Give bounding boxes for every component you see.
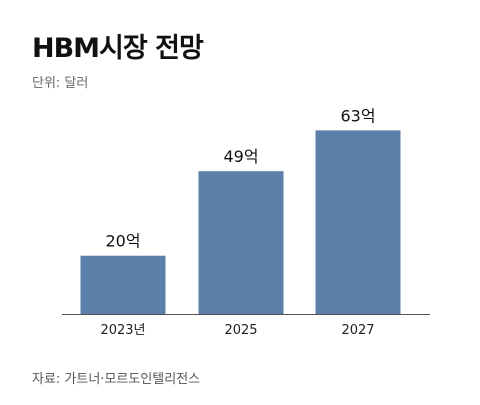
labels-layer: 20억 2023년 49억 2025 63억 2027 bbox=[100, 106, 375, 338]
chart-title: HBM시장 전망 bbox=[32, 33, 204, 64]
x-tick-label-2: 2027 bbox=[341, 323, 374, 338]
bar-2 bbox=[315, 130, 401, 314]
unit-label: 단위: 달러 bbox=[32, 76, 89, 91]
source-note: 자료: 가트너·모르도인텔리전스 bbox=[32, 372, 201, 387]
bar-value-label-0: 20억 bbox=[105, 232, 140, 251]
bar-value-label-2: 63억 bbox=[340, 106, 375, 125]
bar-1 bbox=[198, 171, 284, 314]
bar-value-label-1: 49억 bbox=[223, 147, 258, 166]
bar-0 bbox=[80, 255, 166, 314]
x-tick-label-1: 2025 bbox=[224, 323, 257, 338]
bars-layer bbox=[80, 130, 401, 314]
x-tick-label-0: 2023년 bbox=[100, 323, 145, 338]
